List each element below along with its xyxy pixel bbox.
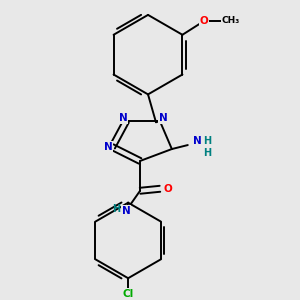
Text: N: N	[193, 136, 202, 146]
Text: H: H	[204, 136, 212, 146]
Text: H: H	[112, 204, 120, 214]
Text: N: N	[119, 113, 128, 123]
Text: H: H	[204, 148, 212, 158]
Text: N: N	[104, 142, 112, 152]
Text: CH₃: CH₃	[222, 16, 240, 26]
Text: N: N	[158, 113, 167, 123]
Text: N: N	[122, 206, 130, 216]
Text: O: O	[164, 184, 172, 194]
Text: O: O	[200, 16, 209, 26]
Text: Cl: Cl	[122, 289, 134, 299]
